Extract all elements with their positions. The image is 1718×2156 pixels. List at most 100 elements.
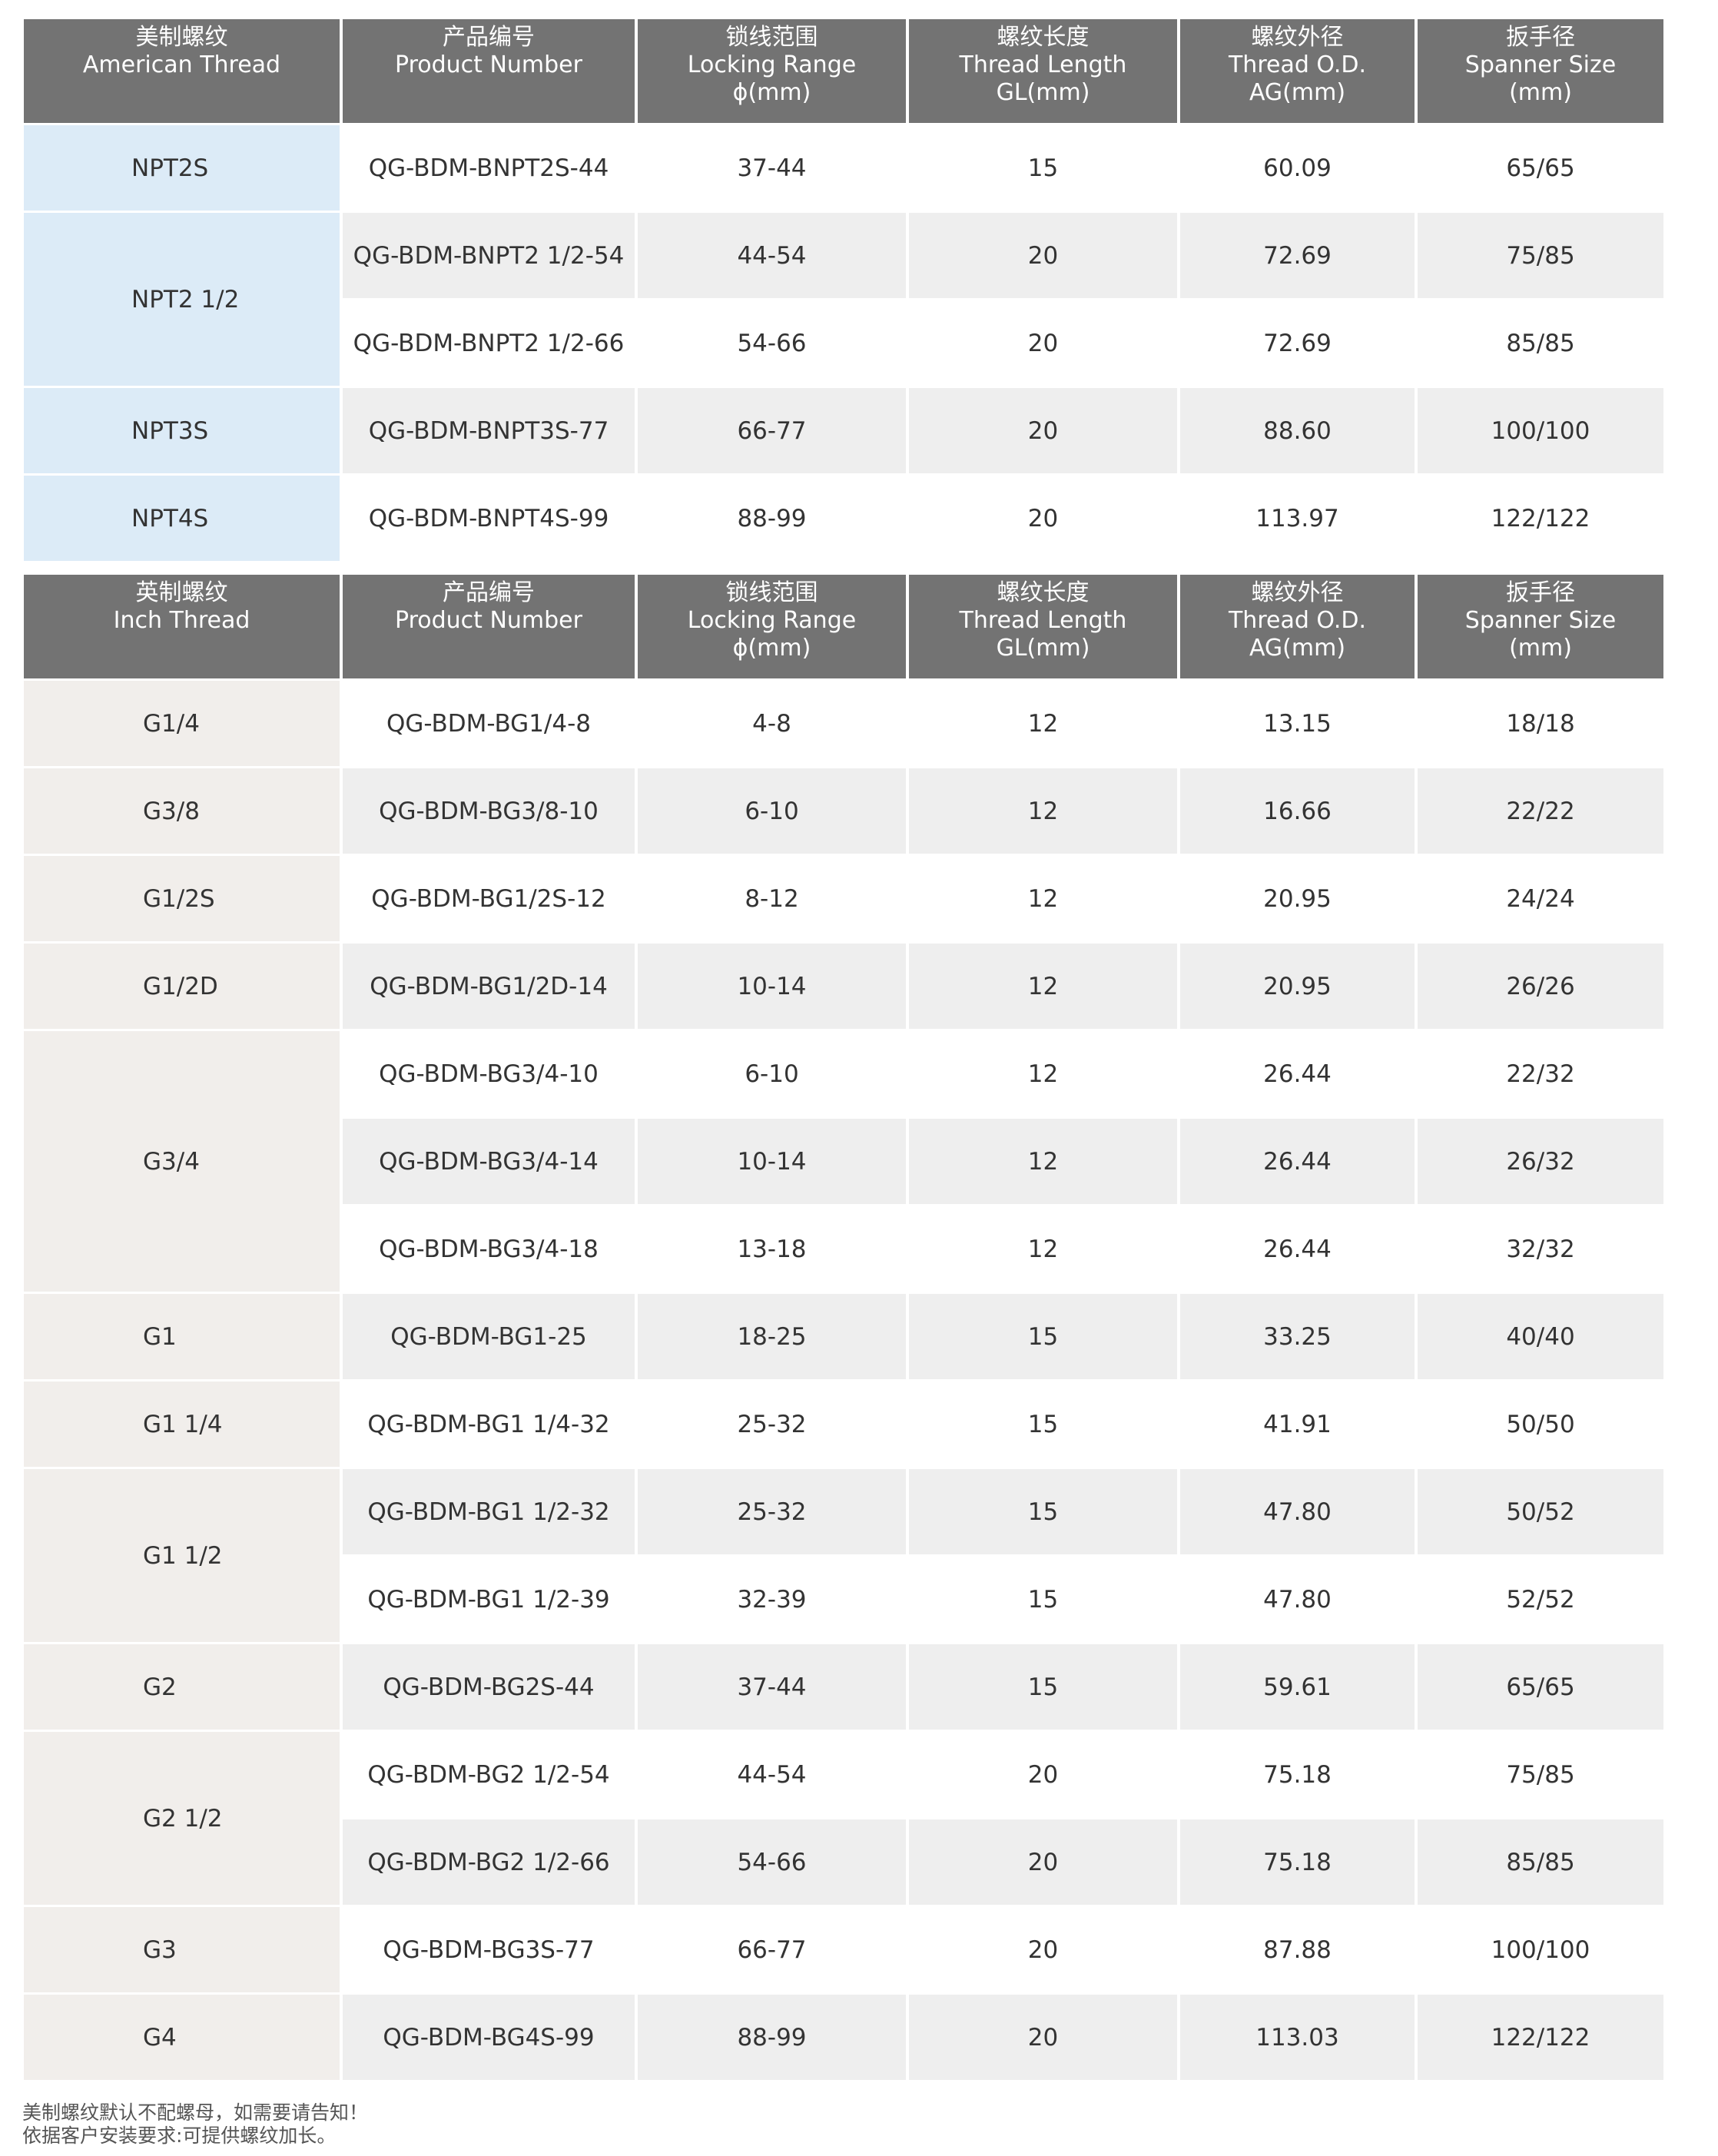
table-row: QG-BDM-BNPT2 1/2-66 54-66 20 72.69 85/85 — [24, 300, 1663, 386]
product-number-cell: QG-BDM-BG2 1/2-54 — [343, 1732, 635, 1817]
thread-length-cell: 20 — [909, 1819, 1177, 1905]
spanner-size-cell: 24/24 — [1418, 856, 1663, 941]
table-row: G4 QG-BDM-BG4S-99 88-99 20 113.03 122/122 — [24, 1995, 1663, 2080]
product-number-cell: QG-BDM-BG3/8-10 — [343, 768, 635, 854]
thread-length-cell: 20 — [909, 1907, 1177, 1992]
thread-od-cell: 72.69 — [1180, 213, 1415, 298]
header-label: 螺纹长度 — [997, 24, 1090, 51]
thread-od-cell: 13.15 — [1180, 681, 1415, 766]
product-number-cell: QG-BDM-BG1 1/2-32 — [343, 1469, 635, 1554]
locking-range-cell: 88-99 — [638, 476, 906, 561]
thread-length-cell: 12 — [909, 1031, 1177, 1116]
product-number-cell: QG-BDM-BG4S-99 — [343, 1995, 635, 2080]
thread-length-cell: 20 — [909, 388, 1177, 473]
thread-length-cell: 20 — [909, 300, 1177, 386]
spanner-size-cell: 75/85 — [1418, 1732, 1663, 1817]
header-label: Thread O.D. — [1228, 607, 1366, 634]
header-label: 美制螺纹 — [135, 24, 228, 51]
spanner-size-cell: 85/85 — [1418, 300, 1663, 386]
locking-range-cell: 37-44 — [638, 125, 906, 211]
table-row: G1 QG-BDM-BG1-25 18-25 15 33.25 40/40 — [24, 1294, 1663, 1379]
locking-range-cell: 8-12 — [638, 856, 906, 941]
spanner-size-cell: 65/65 — [1418, 1644, 1663, 1730]
header-label: 螺纹外径 — [1251, 579, 1344, 606]
product-number-cell: QG-BDM-BNPT4S-99 — [343, 476, 635, 561]
thread-cell: G2 — [24, 1644, 340, 1730]
header-label: Locking Range — [687, 51, 857, 78]
locking-range-cell: 37-44 — [638, 1644, 906, 1730]
locking-range-cell: 6-10 — [638, 1031, 906, 1116]
table-row: G3/8 QG-BDM-BG3/8-10 6-10 12 16.66 22/22 — [24, 768, 1663, 854]
thread-length-cell: 12 — [909, 856, 1177, 941]
thread-od-cell: 26.44 — [1180, 1206, 1415, 1292]
locking-range-cell: 54-66 — [638, 1819, 906, 1905]
table-row: G3/4 QG-BDM-BG3/4-10 6-10 12 26.44 22/32 — [24, 1031, 1663, 1292]
thread-od-cell: 26.44 — [1180, 1119, 1415, 1204]
locking-range-cell: 13-18 — [638, 1206, 906, 1292]
thread-cell: G1/2S — [24, 856, 340, 941]
header-spanner-size: 扳手径 Spanner Size (mm) — [1418, 19, 1663, 123]
table-row: G1 1/4 QG-BDM-BG1 1/4-32 25-32 15 41.91 50/50 — [24, 1381, 1663, 1467]
header-locking-range: 锁线范围 Locking Range ϕ(mm) — [638, 19, 906, 123]
thread-cell: G1/2D — [24, 944, 340, 1029]
table-row: QG-BDM-BG1 1/2-39 32-39 15 47.80 52/52 — [24, 1557, 1663, 1642]
thread-od-cell: 113.97 — [1180, 476, 1415, 561]
thread-length-cell: 15 — [909, 1294, 1177, 1379]
thread-length-cell: 12 — [909, 768, 1177, 854]
spanner-size-cell: 100/100 — [1418, 1907, 1663, 1992]
table-row: QG-BDM-BG3/4-18 13-18 12 26.44 32/32 — [24, 1206, 1663, 1292]
table-row: QG-BDM-BG2 1/2-66 54-66 20 75.18 85/85 — [24, 1819, 1663, 1905]
table-row: G1/2D QG-BDM-BG1/2D-14 10-14 12 20.95 26/26 — [24, 944, 1663, 1029]
product-number-cell: QG-BDM-BG1/2D-14 — [343, 944, 635, 1029]
header-label: (mm) — [1509, 79, 1572, 106]
header-label: 产品编号 — [443, 24, 535, 51]
table-row: G1/2S QG-BDM-BG1/2S-12 8-12 12 20.95 24/24 — [24, 856, 1663, 941]
footnote: 依据客户安装要求:可提供螺纹加长。 — [22, 2124, 337, 2147]
table-row: NPT3S QG-BDM-BNPT3S-77 66-77 20 88.60 100/100 — [24, 388, 1663, 473]
header-label: Spanner Size — [1464, 607, 1617, 634]
product-number-cell: QG-BDM-BNPT2 1/2-66 — [343, 300, 635, 386]
thread-length-cell: 15 — [909, 125, 1177, 211]
spanner-size-cell: 52/52 — [1418, 1557, 1663, 1642]
header-label: 英制螺纹 — [135, 579, 228, 606]
thread-cell: G1 — [24, 1294, 340, 1379]
thread-cell: NPT2 1/2 — [24, 213, 340, 386]
inch-thread-table: 英制螺纹 Inch Thread 产品编号 Product Number 锁线范围 Loc… — [21, 572, 1667, 2082]
spanner-size-cell: 32/32 — [1418, 1206, 1663, 1292]
header-label: 扳手径 — [1506, 24, 1575, 51]
header-label: GL(mm) — [996, 635, 1090, 662]
spanner-size-cell: 40/40 — [1418, 1294, 1663, 1379]
locking-range-cell: 32-39 — [638, 1557, 906, 1642]
product-number-cell: QG-BDM-BG1-25 — [343, 1294, 635, 1379]
thread-od-cell: 16.66 — [1180, 768, 1415, 854]
thread-length-cell: 15 — [909, 1469, 1177, 1554]
table-row: NPT2S QG-BDM-BNPT2S-44 37-44 15 60.09 65/65 — [24, 125, 1663, 211]
thread-od-cell: 75.18 — [1180, 1732, 1415, 1817]
product-number-cell: QG-BDM-BG2S-44 — [343, 1644, 635, 1730]
thread-length-cell: 20 — [909, 213, 1177, 298]
product-number-cell: QG-BDM-BG2 1/2-66 — [343, 1819, 635, 1905]
thread-length-cell: 20 — [909, 476, 1177, 561]
product-number-cell: QG-BDM-BG3/4-14 — [343, 1119, 635, 1204]
thread-od-cell: 113.03 — [1180, 1995, 1415, 2080]
spanner-size-cell: 22/32 — [1418, 1031, 1663, 1116]
header-thread: 美制螺纹 American Thread — [24, 19, 340, 123]
locking-range-cell: 54-66 — [638, 300, 906, 386]
thread-od-cell: 20.95 — [1180, 856, 1415, 941]
thread-cell: G3/4 — [24, 1031, 340, 1292]
header-label: (mm) — [1509, 635, 1572, 662]
header-label: 螺纹外径 — [1251, 24, 1344, 51]
locking-range-cell: 25-32 — [638, 1381, 906, 1467]
thread-od-cell: 20.95 — [1180, 944, 1415, 1029]
product-number-cell: QG-BDM-BG3/4-18 — [343, 1206, 635, 1292]
thread-cell: G1 1/4 — [24, 1381, 340, 1467]
locking-range-cell: 66-77 — [638, 388, 906, 473]
thread-cell: G3 — [24, 1907, 340, 1992]
header-locking-range: 锁线范围 Locking Range ϕ(mm) — [638, 575, 906, 678]
product-number-cell: QG-BDM-BG1/4-8 — [343, 681, 635, 766]
header-thread-od: 螺纹外径 Thread O.D. AG(mm) — [1180, 575, 1415, 678]
table-row: QG-BDM-BG3/4-14 10-14 12 26.44 26/32 — [24, 1119, 1663, 1204]
header-thread: 英制螺纹 Inch Thread — [24, 575, 340, 678]
header-label: GL(mm) — [996, 79, 1090, 106]
locking-range-cell: 88-99 — [638, 1995, 906, 2080]
